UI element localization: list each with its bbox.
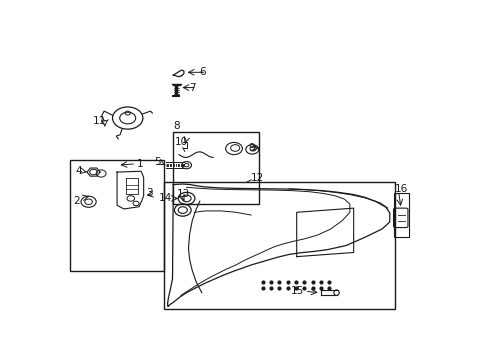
Text: 12: 12: [251, 174, 265, 184]
Text: 7: 7: [190, 82, 196, 93]
Bar: [70, 159, 164, 270]
Bar: [173, 132, 259, 204]
Text: 13: 13: [177, 189, 190, 199]
Text: 11: 11: [93, 116, 106, 126]
Text: 15: 15: [291, 286, 304, 296]
Text: 8: 8: [173, 121, 180, 131]
Text: 5: 5: [154, 157, 161, 167]
Text: 9: 9: [248, 143, 255, 153]
Text: 6: 6: [199, 67, 206, 77]
Text: 14: 14: [159, 193, 172, 203]
Text: 3: 3: [146, 188, 152, 198]
Text: 16: 16: [394, 184, 408, 194]
Bar: [164, 182, 395, 309]
Text: 1: 1: [137, 159, 144, 169]
Text: 2: 2: [74, 196, 80, 206]
Bar: [393, 193, 409, 237]
Text: 10: 10: [174, 136, 188, 147]
Text: 4: 4: [75, 166, 82, 176]
